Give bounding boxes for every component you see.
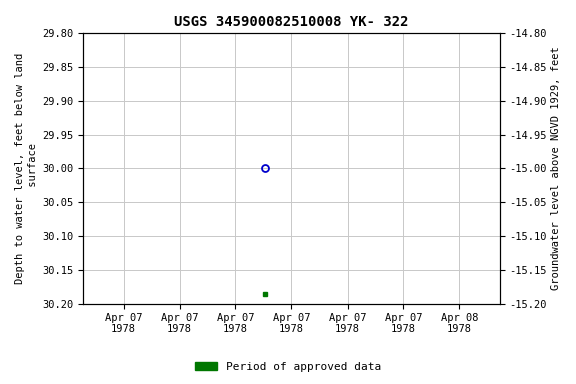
Y-axis label: Depth to water level, feet below land
 surface: Depth to water level, feet below land su… xyxy=(15,53,38,284)
Legend: Period of approved data: Period of approved data xyxy=(191,358,385,377)
Y-axis label: Groundwater level above NGVD 1929, feet: Groundwater level above NGVD 1929, feet xyxy=(551,46,561,290)
Title: USGS 345900082510008 YK- 322: USGS 345900082510008 YK- 322 xyxy=(174,15,409,29)
